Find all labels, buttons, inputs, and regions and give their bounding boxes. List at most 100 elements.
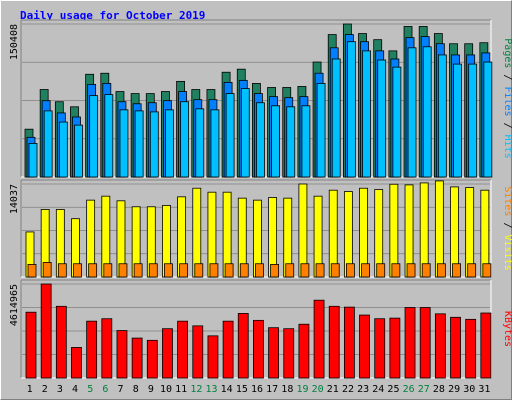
pages-bar [468, 63, 478, 178]
kbytes-bar [86, 320, 98, 379]
kbytes-bar [177, 320, 189, 379]
sites-bar [482, 263, 492, 278]
side-label-part: Sites [502, 186, 512, 216]
day-label: 19 [296, 384, 308, 395]
sites-bar [300, 263, 310, 278]
kbytes-bar [359, 314, 370, 379]
day-label: 1 [27, 384, 33, 395]
day-label: 27 [418, 384, 430, 395]
side-label-part: / [502, 117, 512, 135]
day-label: 10 [160, 384, 172, 395]
day-label: 23 [357, 384, 369, 395]
kbytes-bar [450, 316, 461, 379]
sites-bar [224, 263, 234, 278]
day-label: 4 [72, 384, 78, 395]
sites-bar [57, 263, 67, 278]
kbytes-bar [298, 323, 310, 379]
day-label: 9 [148, 384, 154, 395]
day-label: 11 [175, 384, 187, 395]
kbytes-bar [404, 307, 416, 379]
day-label: 28 [433, 384, 445, 395]
side-label-part: / [502, 68, 512, 86]
pages-bar [422, 46, 432, 178]
sites-bar [436, 263, 446, 278]
pages-bar [240, 88, 250, 178]
day-label: 13 [205, 384, 217, 395]
kbytes-bar [313, 299, 325, 379]
pages-bar [225, 93, 235, 178]
sites-bar [148, 263, 158, 278]
pages-bar [74, 124, 83, 178]
sites-bar [103, 263, 113, 278]
kbytes-bar [146, 339, 158, 379]
kbytes-bar [101, 318, 113, 379]
kbytes-bar [25, 311, 37, 379]
chart-title: Daily usage for October 2019 [20, 9, 206, 22]
day-label: 22 [342, 384, 354, 395]
sites-bar [88, 263, 98, 278]
sites-bar [421, 263, 431, 278]
day-label: 29 [448, 384, 460, 395]
pages-bar [149, 111, 159, 178]
sites-bar [467, 263, 477, 278]
kbytes-bar [131, 337, 143, 379]
kbytes-bar [283, 328, 295, 379]
pages-bar [28, 143, 38, 178]
pages-bar [362, 50, 371, 178]
day-label: 20 [312, 384, 324, 395]
pages-bar [58, 121, 68, 178]
pages-bar [89, 95, 99, 178]
hits-panel-side-label: Pages / Files / Hits [502, 38, 512, 158]
kbytes-bar [55, 305, 67, 379]
kbytes-bar [222, 320, 234, 379]
kbytes-panel-side-label: KBytes [502, 311, 512, 347]
pages-bar [301, 105, 311, 178]
kbytes-bar [343, 306, 355, 379]
day-label: 31 [478, 384, 490, 395]
day-label: 12 [190, 384, 202, 395]
pages-bar [346, 41, 356, 178]
pages-bar [483, 61, 493, 178]
kbytes-bar [162, 328, 173, 379]
day-label: 5 [87, 384, 93, 395]
pages-bar [407, 47, 417, 178]
pages-bar [210, 109, 220, 178]
pages-bar [43, 110, 53, 178]
kbytes-bar [480, 312, 492, 379]
pages-bar [119, 109, 129, 178]
sites-bar [179, 263, 189, 278]
kbytes-bar [465, 318, 477, 379]
pages-bar [377, 59, 387, 178]
sites-bar [345, 263, 355, 278]
pages-bar [180, 101, 190, 178]
sites-bar [42, 262, 52, 278]
day-label: 8 [133, 384, 139, 395]
sites-bar [270, 264, 279, 278]
pages-bar [453, 63, 462, 178]
visits-bar [434, 180, 444, 278]
kbytes-bar [253, 319, 264, 379]
day-label: 6 [102, 384, 108, 395]
day-label: 30 [463, 384, 475, 395]
visits-bar [389, 183, 399, 278]
side-label-part: Visits [502, 235, 512, 271]
hits-panel-ymax-label: 150408 [9, 24, 20, 60]
sites-bar [164, 263, 173, 278]
side-label-part: Files [502, 86, 512, 116]
sites-bar [27, 264, 37, 278]
sites-bar [239, 263, 249, 278]
sites-bar [255, 263, 264, 278]
kbytes-bar [40, 283, 52, 379]
day-label: 16 [251, 384, 263, 395]
sites-bar [209, 263, 219, 278]
kbytes-bar [71, 347, 82, 379]
kbytes-bar [268, 327, 279, 379]
pages-bar [392, 66, 402, 178]
kbytes-bar [389, 317, 401, 379]
side-label-part: / [502, 216, 512, 234]
day-label: 26 [403, 384, 415, 395]
sites-bar [391, 263, 401, 278]
sites-bar [376, 263, 386, 278]
kbytes-bar [328, 305, 340, 379]
